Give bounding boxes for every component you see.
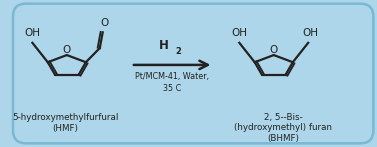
Text: OH: OH bbox=[25, 28, 40, 38]
Text: (hydroxymethyl) furan: (hydroxymethyl) furan bbox=[234, 123, 332, 132]
Text: 35 C: 35 C bbox=[163, 84, 181, 93]
Text: 5-hydroxymethylfurfural: 5-hydroxymethylfurfural bbox=[12, 113, 118, 122]
Text: 2, 5--Bis-: 2, 5--Bis- bbox=[264, 113, 302, 122]
Text: H: H bbox=[159, 39, 169, 52]
Text: OH: OH bbox=[302, 28, 318, 38]
Text: O: O bbox=[63, 45, 71, 55]
FancyBboxPatch shape bbox=[13, 4, 373, 143]
Text: O: O bbox=[100, 18, 109, 28]
Text: Pt/MCM-41, Water,: Pt/MCM-41, Water, bbox=[135, 72, 209, 81]
Text: OH: OH bbox=[231, 28, 247, 38]
Text: (BHMF): (BHMF) bbox=[267, 134, 299, 143]
Text: (HMF): (HMF) bbox=[52, 124, 78, 133]
Text: O: O bbox=[270, 45, 278, 55]
Text: 2: 2 bbox=[175, 47, 181, 56]
